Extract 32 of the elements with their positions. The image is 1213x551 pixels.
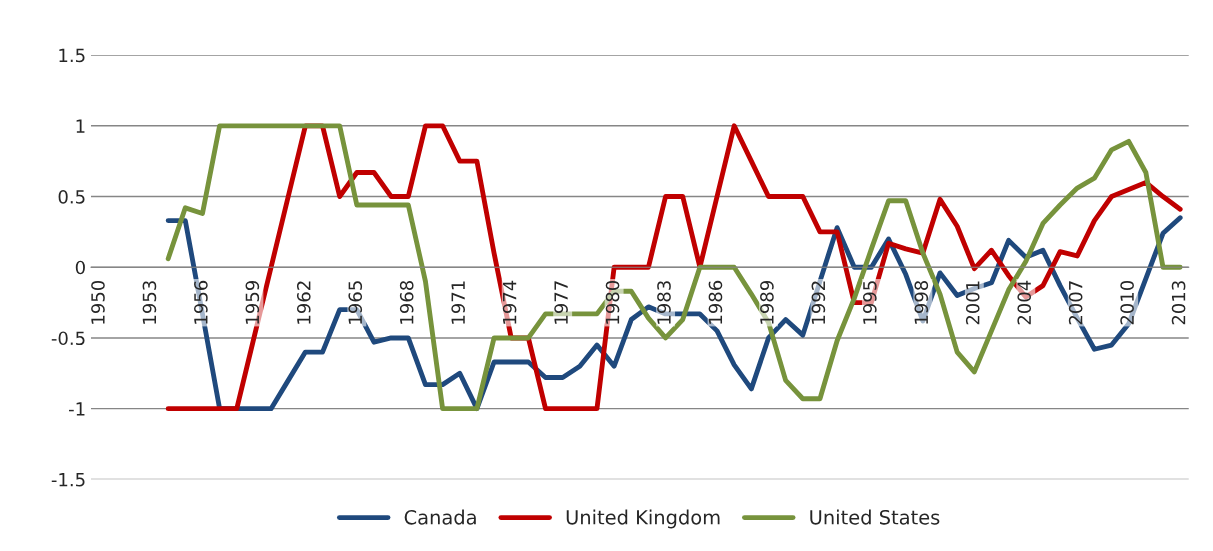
x-tick-label: 1980 (605, 280, 620, 324)
y-tick-label: -1 (68, 402, 85, 416)
x-tick-label: 2013 (1171, 281, 1186, 325)
y-tick-label: -0.5 (51, 331, 85, 346)
x-tick-label: 1986 (708, 280, 723, 324)
x-tick-label: 1971 (451, 281, 465, 324)
x-tick-label: 1998 (914, 280, 929, 324)
x-tick-label: 1995 (863, 281, 877, 324)
x-tick-label: 1983 (657, 281, 671, 324)
x-tick-label: 2004 (1017, 280, 1032, 325)
x-tick-label: 1968 (399, 280, 414, 324)
x-tick-label: 2010 (1120, 280, 1134, 325)
legend-label: United Kingdom (566, 509, 720, 529)
y-tick-label: 0.5 (58, 189, 85, 204)
x-tick-label: 2001 (965, 281, 980, 325)
y-tick-label: 0 (75, 260, 85, 275)
x-tick-label: 1989 (760, 281, 774, 324)
x-tick-label: 1953 (142, 281, 157, 324)
x-tick-label: 1974 (502, 280, 517, 324)
x-tick-label: 1962 (296, 281, 311, 324)
x-tick-label: 1965 (348, 281, 363, 324)
y-tick-label: 1 (76, 119, 85, 133)
x-tick-label: 1959 (245, 281, 260, 324)
legend-label: Canada (404, 509, 476, 525)
x-tick-label: 1977 (554, 281, 568, 324)
legend-label: United States (810, 509, 940, 525)
x-tick-label: 1992 (811, 281, 826, 324)
y-tick-label: -1.5 (51, 473, 85, 487)
x-tick-label: 2007 (1068, 281, 1083, 325)
x-tick-label: 1956 (194, 280, 208, 324)
x-tick-label: 1950 (91, 280, 105, 324)
y-tick-label: 1.5 (59, 48, 85, 63)
